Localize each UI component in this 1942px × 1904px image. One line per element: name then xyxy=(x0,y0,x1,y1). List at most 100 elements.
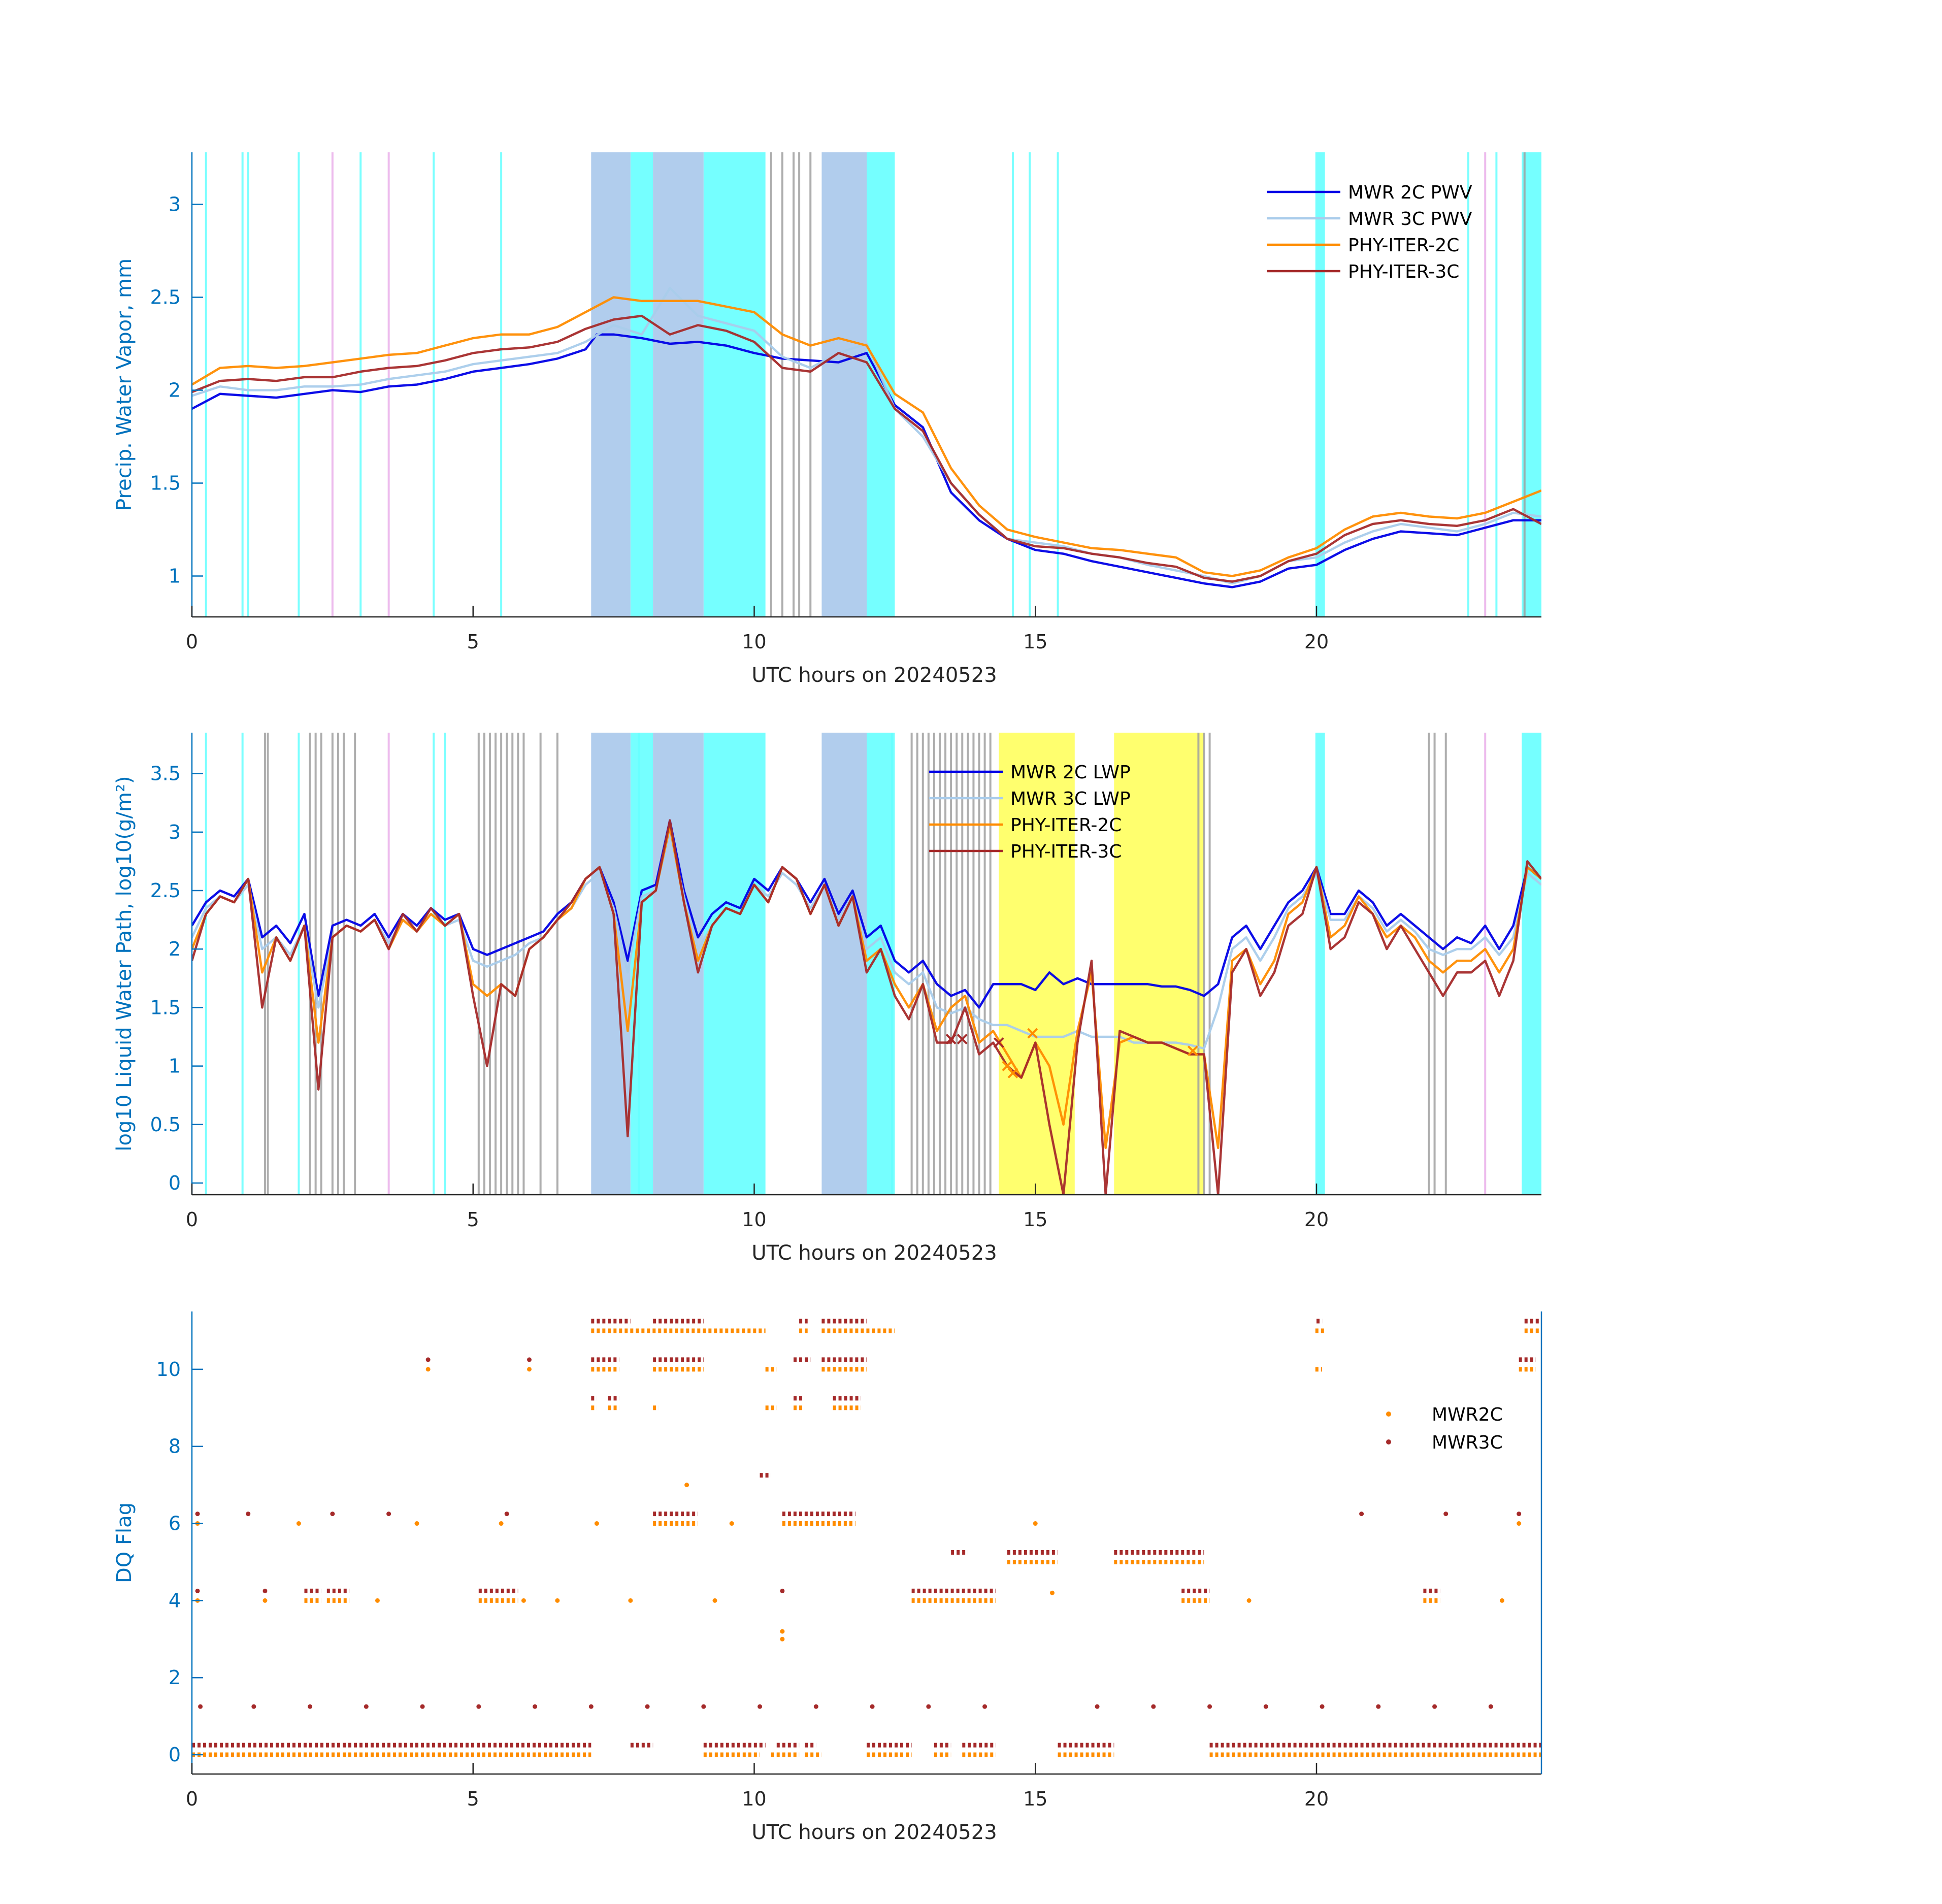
flag-point xyxy=(701,1704,706,1709)
flag-point xyxy=(308,1704,313,1709)
flag-point xyxy=(296,1521,301,1526)
series-line-4 xyxy=(192,819,1541,1195)
x-tick-label: 0 xyxy=(186,631,198,653)
flag-point xyxy=(1517,1521,1522,1526)
flag-band-cyan xyxy=(703,733,766,1195)
legend: MWR 2C PWV MWR 3C PWV PHY-ITER-2C PHY-ITER-… xyxy=(1267,182,1472,282)
flag-point xyxy=(1246,1598,1252,1603)
flag-point xyxy=(1376,1704,1381,1709)
flag-band-cyan xyxy=(1315,733,1325,1195)
flag-band-blue xyxy=(591,733,631,1195)
flag-point xyxy=(251,1704,256,1709)
flag-point xyxy=(1432,1704,1437,1709)
y-tick-label: 3 xyxy=(169,821,181,843)
flag-band-cyan xyxy=(630,152,653,617)
x-marker xyxy=(1187,1045,1198,1057)
x-axis-label: UTC hours on 20240523 xyxy=(751,1821,997,1844)
legend-label: PHY-ITER-2C xyxy=(1010,815,1122,836)
flag-point xyxy=(420,1704,425,1709)
flag-point xyxy=(246,1512,251,1517)
x-tick-label: 5 xyxy=(467,1208,479,1231)
flag-point xyxy=(1488,1704,1493,1709)
flag-band-yellow xyxy=(1114,733,1204,1195)
x-tick-label: 15 xyxy=(1023,1788,1047,1810)
flag-band-blue xyxy=(653,152,704,617)
legend-label: MWR 3C LWP xyxy=(1010,789,1131,809)
flag-point xyxy=(594,1521,599,1526)
flag-point xyxy=(414,1521,419,1526)
flag-point xyxy=(425,1357,431,1362)
series-line-3 xyxy=(192,296,1541,577)
x-tick-label: 5 xyxy=(467,631,479,653)
legend-label: PHY-ITER-2C xyxy=(1348,235,1459,256)
legend-label: MWR 3C PWV xyxy=(1348,209,1472,229)
flag-point xyxy=(1207,1704,1212,1709)
legend-label: MWR3C xyxy=(1432,1432,1503,1453)
y-axis-label: DQ Flag xyxy=(113,1502,136,1583)
y-tick-label: 2.5 xyxy=(150,286,181,308)
flag-point xyxy=(555,1598,560,1603)
pwv-panel: 0 5 10 15 20 1 1.5 2 2.5 3 UTC hours on 20240523 Pr… xyxy=(113,152,1541,687)
flag-point xyxy=(330,1512,335,1517)
flag-point xyxy=(364,1704,369,1709)
x-axis-label: UTC hours on 20240523 xyxy=(751,1241,997,1265)
dq-flag-panel: 0 5 10 15 20 0 2 4 6 8 10 UTC hours on 20240523 DQ F… xyxy=(113,1311,1542,1844)
flag-point xyxy=(262,1588,268,1593)
flag-point xyxy=(198,1704,203,1709)
flag-point xyxy=(1095,1704,1100,1709)
flag-point xyxy=(533,1704,538,1709)
flag-point xyxy=(1049,1590,1055,1595)
flag-point xyxy=(262,1598,268,1603)
flag-point xyxy=(780,1588,785,1593)
x-marker xyxy=(957,1034,968,1045)
y-tick-label: 3 xyxy=(169,193,181,215)
series-line-2 xyxy=(192,286,1541,585)
flag-point xyxy=(521,1598,526,1603)
flag-point xyxy=(684,1483,689,1488)
flag-band-cyan xyxy=(630,733,653,1195)
x-tick-label: 20 xyxy=(1304,631,1329,653)
flag-band-blue xyxy=(821,733,867,1195)
x-tick-label: 0 xyxy=(186,1788,198,1810)
flag-band-cyan xyxy=(1315,152,1325,617)
flag-point xyxy=(588,1704,594,1709)
flag-point xyxy=(375,1598,380,1603)
y-tick-label: 1 xyxy=(169,1055,181,1077)
flag-point xyxy=(645,1704,650,1709)
flag-point xyxy=(527,1357,532,1362)
legend: MWR 2C LWP MWR 3C LWP PHY-ITER-2C PHY-ITER-… xyxy=(929,762,1131,862)
flag-band-blue xyxy=(821,152,867,617)
y-axis-label: log10 Liquid Water Path, log10(g/m²) xyxy=(113,776,136,1151)
flag-band-cyan xyxy=(703,152,766,617)
flag-point xyxy=(1443,1512,1449,1517)
plot-area xyxy=(192,733,1541,1195)
legend-label: MWR 2C PWV xyxy=(1348,182,1472,203)
flag-point xyxy=(195,1588,200,1593)
y-tick-label: 0.5 xyxy=(150,1113,181,1136)
flag-point xyxy=(758,1704,763,1709)
x-tick-label: 10 xyxy=(742,1208,766,1231)
flag-point xyxy=(628,1598,633,1603)
legend-label: PHY-ITER-3C xyxy=(1348,261,1459,282)
y-tick-label: 2 xyxy=(169,1666,181,1689)
flag-point xyxy=(712,1598,717,1603)
y-tick-label: 1 xyxy=(169,565,181,587)
series-line-4 xyxy=(192,314,1541,583)
y-tick-label: 4 xyxy=(169,1589,181,1612)
flag-band-cyan xyxy=(1522,733,1541,1195)
y-tick-label: 2 xyxy=(169,379,181,401)
y-tick-label: 0 xyxy=(169,1744,181,1766)
legend-label: MWR2C xyxy=(1432,1404,1503,1425)
x-tick-label: 15 xyxy=(1023,1208,1047,1231)
flag-point xyxy=(982,1704,988,1709)
y-axis-label: Precip. Water Vapor, mm xyxy=(113,258,136,511)
flag-point xyxy=(1499,1598,1504,1603)
x-marker xyxy=(1007,1067,1018,1078)
legend-label: PHY-ITER-3C xyxy=(1010,841,1122,862)
flag-point xyxy=(476,1704,481,1709)
y-tick-label: 1.5 xyxy=(150,472,181,494)
x-marker xyxy=(993,1037,1004,1048)
flag-point xyxy=(1151,1704,1156,1709)
flag-point xyxy=(504,1512,509,1517)
